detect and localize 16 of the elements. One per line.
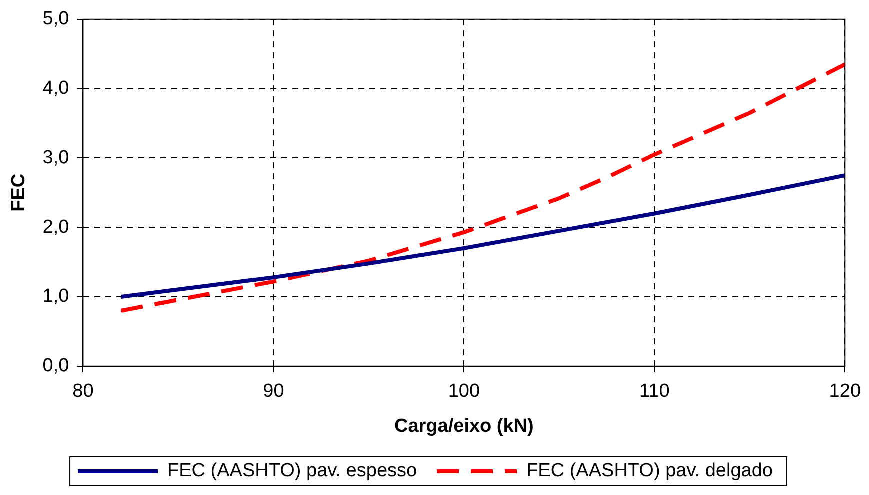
- y-tick-label: 2,0: [42, 216, 70, 238]
- legend-label: FEC (AASHTO) pav. delgado: [526, 460, 773, 482]
- y-tick-label: 1,0: [42, 286, 70, 308]
- y-tick-label: 4,0: [42, 78, 70, 100]
- y-axis-title: FEC: [8, 174, 30, 212]
- y-tick-label: 0,0: [42, 356, 70, 377]
- line-series: [119, 62, 846, 313]
- legend-label: FEC (AASHTO) pav. espesso: [168, 460, 418, 482]
- y-tick-label: 5,0: [42, 8, 70, 30]
- y-tick-label: 3,0: [42, 147, 70, 168]
- x-tick-label: 110: [640, 381, 670, 402]
- x-tick-label: 90: [263, 381, 284, 402]
- x-tick-label: 80: [72, 381, 94, 402]
- x-tick-label: 120: [829, 381, 861, 402]
- x-tick-label: 100: [448, 381, 480, 402]
- x-axis-title: Carga/eixo (kN): [394, 416, 534, 437]
